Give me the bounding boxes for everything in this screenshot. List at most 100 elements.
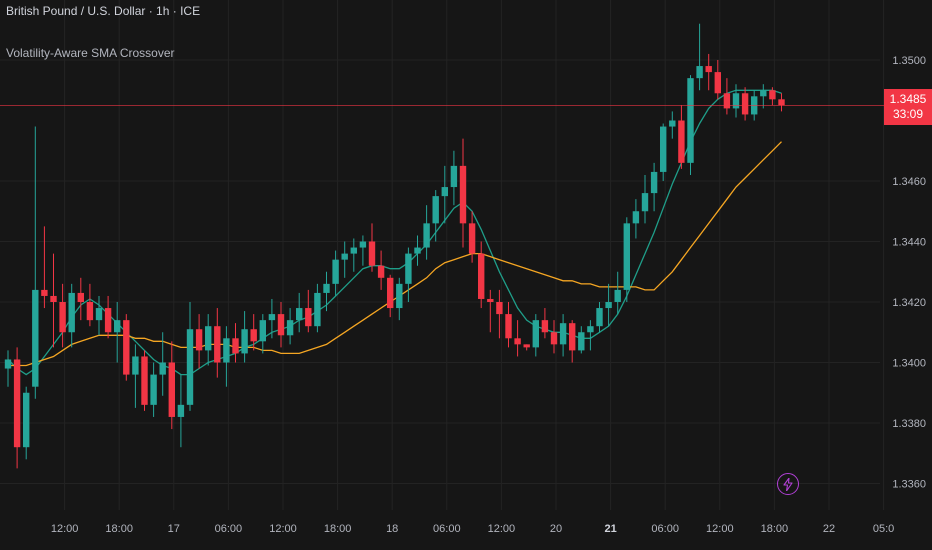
- candle: [660, 123, 667, 181]
- candle: [68, 283, 75, 348]
- candle: [368, 223, 376, 272]
- candle-body: [405, 253, 412, 284]
- candle: [714, 60, 721, 100]
- candle-body: [150, 374, 157, 405]
- candle: [223, 326, 230, 387]
- candle: [769, 87, 776, 106]
- candle-body: [732, 93, 740, 109]
- candle: [496, 289, 503, 339]
- candle: [159, 332, 166, 396]
- grid-lines: [0, 0, 885, 510]
- candle-body: [41, 289, 48, 296]
- candle-body: [32, 289, 39, 387]
- x-tick-label: 06:00: [433, 523, 461, 535]
- candle: [432, 190, 439, 242]
- candle-body: [678, 120, 685, 163]
- price-axis[interactable]: 1.3360 1.3380 1.3400 1.3420 1.3440 1.3460 1.35…: [892, 55, 926, 491]
- candle-body: [268, 314, 276, 321]
- candle-body: [95, 308, 103, 321]
- candle: [405, 247, 412, 302]
- candle-body: [13, 359, 21, 448]
- candle-body: [714, 72, 721, 94]
- time-axis[interactable]: 12:00 18:00 17 06:00 12:00 18:00 18 06:00 12:00 2…: [51, 523, 894, 535]
- candle-body: [241, 329, 248, 354]
- candle-body: [559, 323, 567, 345]
- candle: [669, 111, 676, 139]
- candle-body: [496, 302, 503, 315]
- symbol-title[interactable]: British Pound / U.S. Dollar · 1h · ICE: [6, 4, 201, 18]
- candle: [13, 347, 21, 469]
- candle: [232, 323, 239, 363]
- x-tick-label: 17: [168, 523, 180, 535]
- candle: [314, 283, 321, 333]
- x-tick-label: 05:0: [873, 523, 894, 535]
- candle-body: [432, 196, 439, 224]
- lightning-bolt-icon: [783, 477, 793, 491]
- candle-body: [168, 362, 175, 417]
- candle-body: [232, 338, 239, 354]
- candle-body: [277, 314, 285, 336]
- candle: [114, 302, 121, 363]
- candle-body: [650, 171, 658, 194]
- indicator-title[interactable]: Volatility-Aware SMA Crossover: [6, 46, 175, 60]
- candle-body: [505, 314, 512, 339]
- candle: [77, 277, 84, 321]
- candle-body: [705, 66, 712, 73]
- candle: [678, 105, 685, 169]
- x-tick-label: 20: [550, 523, 562, 535]
- candle: [450, 150, 458, 206]
- candle: [760, 84, 767, 109]
- candle-body: [569, 323, 576, 351]
- candle: [687, 75, 694, 175]
- y-tick-label: 1.3400: [892, 358, 926, 370]
- candle-body: [359, 241, 367, 248]
- candle: [250, 314, 257, 351]
- y-tick-label: 1.3440: [892, 237, 926, 249]
- candle-body: [159, 362, 166, 375]
- x-tick-label: 12:00: [51, 523, 79, 535]
- candle-body: [214, 326, 221, 363]
- candle-body: [660, 126, 667, 172]
- candle-body: [514, 338, 521, 345]
- candle-body: [132, 356, 139, 375]
- candle-body: [760, 90, 767, 97]
- candle-body: [641, 193, 649, 212]
- candle: [168, 341, 175, 430]
- candle: [632, 199, 640, 239]
- event-badge[interactable]: [777, 473, 799, 495]
- y-tick-label: 1.3500: [892, 55, 926, 67]
- candle-body: [687, 78, 694, 163]
- candle-body: [478, 253, 485, 299]
- candle: [323, 271, 330, 312]
- x-tick-label: 18:00: [324, 523, 352, 535]
- candle-body: [350, 247, 357, 254]
- candle: [559, 314, 567, 357]
- candle-body: [468, 223, 476, 254]
- candle: [23, 386, 30, 460]
- candle-body: [104, 308, 112, 333]
- candle: [150, 362, 157, 417]
- candle-body: [578, 332, 585, 351]
- candle-body: [423, 223, 430, 248]
- candle: [441, 165, 448, 224]
- candle-body: [632, 211, 640, 224]
- candlesticks: [4, 23, 785, 469]
- candle: [569, 320, 576, 363]
- candle-body: [296, 308, 303, 321]
- candle: [641, 174, 649, 224]
- x-tick-label: 18: [386, 523, 398, 535]
- x-tick-label: 06:00: [651, 523, 679, 535]
- candle: [123, 314, 130, 381]
- candle-body: [368, 241, 376, 266]
- candle: [423, 205, 430, 260]
- candle-body: [550, 332, 558, 345]
- candle-body: [77, 292, 84, 302]
- candle-body: [541, 320, 549, 333]
- candle-body: [223, 338, 230, 363]
- candle-body: [696, 66, 703, 79]
- candle-body: [305, 308, 312, 327]
- candle: [305, 289, 312, 333]
- candle: [741, 87, 749, 121]
